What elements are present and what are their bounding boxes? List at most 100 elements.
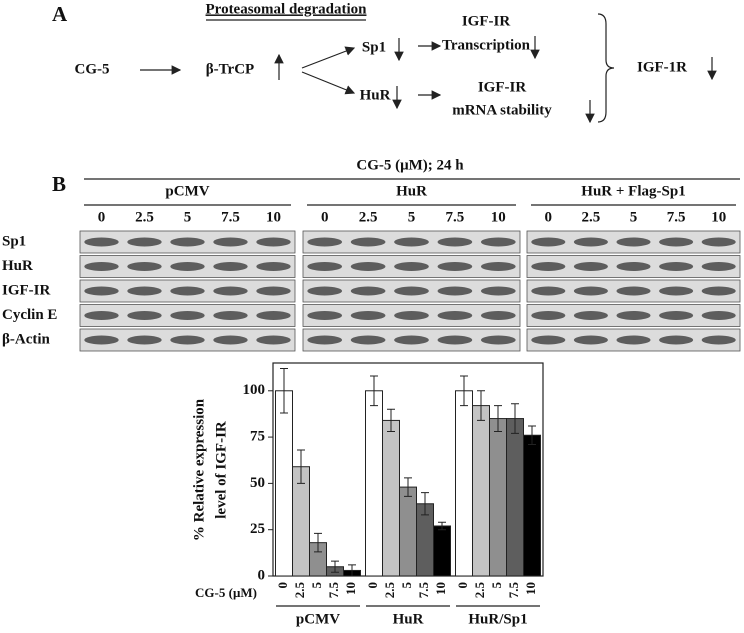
band <box>701 237 736 247</box>
y-axis-label: level of IGF-IR <box>213 421 229 519</box>
node: Sp1 <box>362 39 386 55</box>
x-tick-label: 2.5 <box>382 582 397 599</box>
band <box>170 311 205 320</box>
band <box>701 262 736 271</box>
group-label: pCMV <box>296 611 340 627</box>
group-label: HuR <box>396 183 427 199</box>
dose-label: 0 <box>98 209 106 225</box>
band <box>213 262 248 271</box>
x-tick-label: 10 <box>523 582 538 595</box>
band <box>213 335 248 345</box>
band <box>394 262 429 271</box>
node: mRNA stability <box>452 102 552 118</box>
band <box>531 286 566 296</box>
error-bar <box>421 492 429 516</box>
node: IGF-IR <box>462 13 511 29</box>
bar <box>433 525 451 577</box>
dose-label: 10 <box>491 209 506 225</box>
band <box>394 237 429 247</box>
band <box>350 262 386 271</box>
protein-label: β-Actin <box>2 331 51 347</box>
band <box>480 286 516 296</box>
x-tick-label: 0 <box>365 582 380 589</box>
dose-label: 10 <box>266 209 281 225</box>
node: HuR <box>360 87 391 103</box>
bar <box>455 390 473 577</box>
protein-label: HuR <box>2 258 33 274</box>
x-tick-label: 0 <box>455 582 470 589</box>
band <box>84 286 119 296</box>
dose-label: 5 <box>184 209 192 225</box>
band <box>573 286 608 296</box>
group-label: HuR/Sp1 <box>468 611 527 627</box>
error-bar <box>477 390 485 421</box>
error-bar <box>387 408 395 433</box>
bar <box>489 418 507 577</box>
band <box>84 237 119 247</box>
x-tick-label: 7.5 <box>416 582 431 599</box>
x-tick-label: 2.5 <box>472 582 487 599</box>
protein-label: Sp1 <box>2 233 26 249</box>
band <box>616 262 651 271</box>
x-tick-label: 2.5 <box>292 582 307 599</box>
band <box>531 262 566 271</box>
dose-label: 5 <box>408 209 416 225</box>
dose-label: 7.5 <box>221 209 240 225</box>
band <box>437 286 473 296</box>
arrow <box>301 46 356 69</box>
band <box>480 311 516 320</box>
error-bar <box>297 449 305 484</box>
band <box>170 286 205 296</box>
bar <box>365 390 383 577</box>
bar <box>472 405 490 577</box>
y-tick-label: 0 <box>258 567 266 583</box>
treatment: CG-5 (μM); 24 h <box>356 157 464 173</box>
blot: pCMV 0 2.5 5 7.5 10 HuR 0 2.5 5 7.5 10 HuR + Flag-Sp… <box>2 183 741 352</box>
band <box>437 311 473 320</box>
arrow <box>301 71 356 95</box>
header: Proteasomal degradation <box>206 1 368 17</box>
band <box>84 335 119 345</box>
band <box>616 237 651 247</box>
dose-label: 10 <box>711 209 726 225</box>
error-bar <box>348 564 356 577</box>
node: CG-5 <box>75 61 110 77</box>
band <box>307 262 343 271</box>
error-bar <box>494 405 502 433</box>
x-tick-label: 5 <box>309 582 324 589</box>
band <box>256 311 291 320</box>
band <box>480 262 516 271</box>
node: β-TrCP <box>206 61 254 77</box>
node: IGF-IR <box>478 79 527 95</box>
band <box>701 286 736 296</box>
band <box>127 237 162 247</box>
dose-label: 7.5 <box>667 209 686 225</box>
band <box>256 262 291 271</box>
group-label: HuR + Flag-Sp1 <box>581 183 685 199</box>
band <box>213 311 248 320</box>
x-tick-label: 5 <box>489 582 504 589</box>
band <box>573 237 608 247</box>
band <box>127 286 162 296</box>
error-bar <box>331 560 339 573</box>
band <box>616 311 651 320</box>
dose-label: 5 <box>630 209 638 225</box>
panel-label: A <box>52 2 68 26</box>
band <box>170 237 205 247</box>
band <box>616 286 651 296</box>
band <box>394 335 429 345</box>
bar <box>399 486 417 577</box>
dose-label: 7.5 <box>446 209 465 225</box>
bar <box>382 419 400 577</box>
error-bar <box>404 477 412 497</box>
band <box>350 237 386 247</box>
protein-label: Cyclin E <box>2 307 57 323</box>
panel-label: B <box>52 172 66 196</box>
error-bar <box>280 368 288 414</box>
band <box>307 335 343 345</box>
band <box>350 311 386 320</box>
x-tick-label: 10 <box>433 582 448 595</box>
y-tick-label: 25 <box>250 521 265 537</box>
